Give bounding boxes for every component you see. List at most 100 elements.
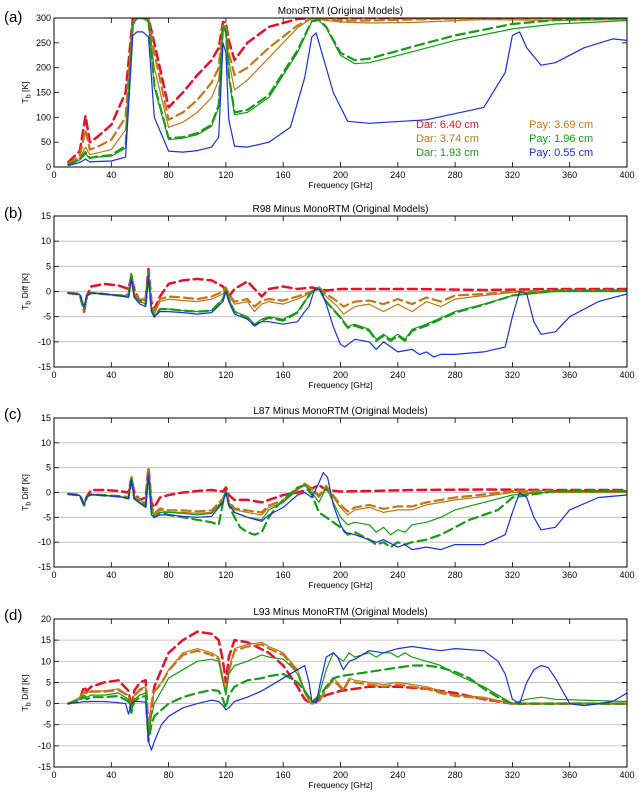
y-tick-label: 0 bbox=[46, 287, 51, 297]
y-tick-label: 100 bbox=[36, 112, 51, 122]
y-tick-label: -15 bbox=[38, 362, 51, 372]
x-tick-label: 120 bbox=[218, 170, 233, 180]
panel-title: MonoRTM (Original Models) bbox=[278, 6, 403, 17]
y-tick-label: -5 bbox=[43, 312, 51, 322]
panel-title: R98 Minus MonoRTM (Original Models) bbox=[253, 204, 429, 215]
y-tick-label: 5 bbox=[46, 463, 51, 473]
y-tick-label: 0 bbox=[46, 488, 51, 498]
panel-2: 0 40 80 120 160 200 240 280 320 360 400 -15 -10 -5 0 5 1… bbox=[4, 406, 635, 590]
y-tick-label: -10 bbox=[38, 537, 51, 547]
x-tick-label: 40 bbox=[106, 370, 116, 380]
x-tick-label: 80 bbox=[164, 370, 174, 380]
x-tick-label: 200 bbox=[333, 570, 348, 580]
series-line-0 bbox=[67, 18, 627, 164]
y-axis-label: Tb Diff [K] bbox=[20, 675, 33, 712]
x-tick-label: 80 bbox=[164, 570, 174, 580]
x-tick-label: 320 bbox=[505, 370, 520, 380]
x-tick-label: 400 bbox=[619, 370, 634, 380]
x-tick-label: 40 bbox=[106, 170, 116, 180]
x-tick-label: 240 bbox=[390, 570, 405, 580]
panel-title: L87 Minus MonoRTM (Original Models) bbox=[253, 406, 427, 417]
x-tick-label: 160 bbox=[276, 570, 291, 580]
series-line-3 bbox=[67, 652, 627, 739]
series-line-5 bbox=[67, 275, 627, 358]
x-tick-label: 160 bbox=[276, 170, 291, 180]
y-tick-label: 10 bbox=[41, 656, 51, 666]
y-tick-label: 250 bbox=[36, 38, 51, 48]
x-tick-label: 80 bbox=[164, 770, 174, 780]
x-tick-label: 400 bbox=[619, 170, 634, 180]
y-tick-label: -15 bbox=[38, 562, 51, 572]
legend-entry: Dar: 6.40 cm bbox=[416, 119, 479, 131]
plot-frame bbox=[53, 215, 628, 368]
x-tick-label: 360 bbox=[562, 170, 577, 180]
x-tick-label: 0 bbox=[51, 570, 56, 580]
x-tick-label: 240 bbox=[390, 170, 405, 180]
legend-entry: Dar: 3.74 cm bbox=[416, 133, 479, 145]
y-tick-label: 0 bbox=[46, 162, 51, 172]
y-tick-label: -10 bbox=[38, 741, 51, 751]
x-tick-label: 280 bbox=[448, 770, 463, 780]
x-tick-label: 400 bbox=[619, 570, 634, 580]
panel-letter: (a) bbox=[4, 9, 22, 26]
y-tick-label: 10 bbox=[41, 438, 51, 448]
x-tick-label: 360 bbox=[562, 770, 577, 780]
panel-letter: (c) bbox=[4, 406, 22, 423]
x-tick-label: 160 bbox=[276, 770, 291, 780]
panel-1: 0 40 80 120 160 200 240 280 320 360 400 -15 -10 -5 0 5 1… bbox=[4, 204, 635, 390]
x-tick-label: 120 bbox=[218, 770, 233, 780]
series-line-0 bbox=[67, 630, 627, 735]
y-axis-label: Tb [K] bbox=[20, 82, 33, 104]
x-tick-label: 200 bbox=[333, 370, 348, 380]
x-tick-label: 320 bbox=[505, 570, 520, 580]
series-line-2 bbox=[67, 643, 627, 734]
x-tick-label: 0 bbox=[51, 170, 56, 180]
x-axis-label: Frequency [GHz] bbox=[308, 380, 372, 390]
y-tick-label: 150 bbox=[36, 88, 51, 98]
x-tick-label: 40 bbox=[106, 770, 116, 780]
y-tick-label: 15 bbox=[41, 635, 51, 645]
x-tick-label: 120 bbox=[218, 570, 233, 580]
y-tick-label: -5 bbox=[43, 512, 51, 522]
x-tick-label: 320 bbox=[505, 770, 520, 780]
panel-letter: (d) bbox=[4, 607, 22, 624]
x-tick-label: 120 bbox=[218, 370, 233, 380]
series-line-1 bbox=[67, 18, 627, 165]
x-tick-label: 40 bbox=[106, 570, 116, 580]
x-tick-label: 320 bbox=[505, 170, 520, 180]
series-line-4 bbox=[67, 664, 627, 743]
x-tick-label: 360 bbox=[562, 370, 577, 380]
series-line-0 bbox=[67, 267, 627, 313]
x-tick-label: 240 bbox=[390, 770, 405, 780]
legend: Dar: 6.40 cm Pay: 3.69 cm Dar: 3.74 cm Pay:… bbox=[416, 119, 593, 159]
x-tick-label: 360 bbox=[562, 570, 577, 580]
x-tick-label: 80 bbox=[164, 170, 174, 180]
x-tick-label: 280 bbox=[448, 370, 463, 380]
y-tick-label: 15 bbox=[41, 413, 51, 423]
series-line-4 bbox=[67, 18, 627, 166]
series-line-2 bbox=[67, 18, 627, 165]
series-line-4 bbox=[67, 271, 627, 342]
series-line-3 bbox=[67, 273, 627, 340]
plot-frame bbox=[53, 17, 628, 168]
y-tick-label: 5 bbox=[46, 677, 51, 687]
x-tick-label: 200 bbox=[333, 770, 348, 780]
y-axis-label: Tb Diff [K] bbox=[20, 474, 33, 511]
legend-entry: Pay: 0.55 cm bbox=[529, 147, 593, 159]
y-tick-label: 0 bbox=[46, 699, 51, 709]
x-axis-label: Frequency [GHz] bbox=[308, 780, 372, 790]
legend-entry: Pay: 3.69 cm bbox=[529, 119, 593, 131]
series-line-5 bbox=[67, 31, 627, 167]
x-tick-label: 280 bbox=[448, 570, 463, 580]
series-line-5 bbox=[67, 472, 627, 551]
panel-letter: (b) bbox=[4, 205, 22, 222]
legend-entry: Pay: 1.96 cm bbox=[529, 133, 593, 145]
y-tick-label: 15 bbox=[41, 211, 51, 221]
x-tick-label: 280 bbox=[448, 170, 463, 180]
y-tick-label: 200 bbox=[36, 63, 51, 73]
plot-frame bbox=[53, 417, 628, 568]
x-tick-label: 0 bbox=[51, 370, 56, 380]
y-tick-label: 20 bbox=[41, 614, 51, 624]
y-axis-label: Tb Diff [K] bbox=[20, 273, 33, 310]
